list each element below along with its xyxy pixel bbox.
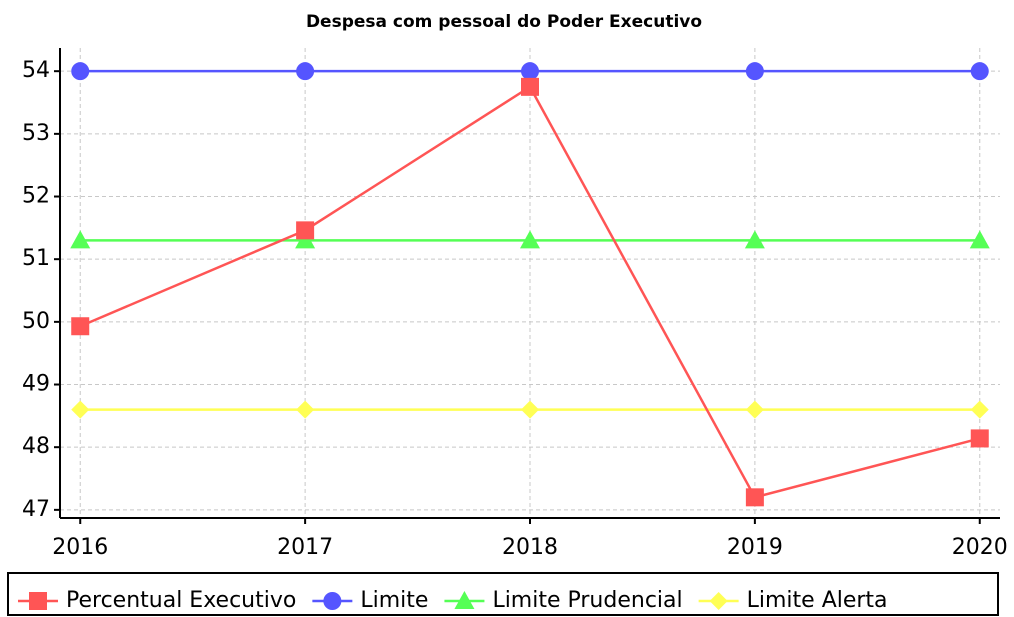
marker <box>295 230 316 249</box>
marker <box>744 230 765 249</box>
marker <box>970 429 989 448</box>
y-tick-label: 54 <box>22 58 50 83</box>
marker <box>745 488 764 507</box>
legend-label: Limite <box>360 588 428 613</box>
marker <box>520 230 540 249</box>
x-tick-label: 2017 <box>277 535 333 560</box>
marker <box>296 62 315 81</box>
y-tick-label: 47 <box>22 497 50 522</box>
y-tick-label: 48 <box>22 434 50 459</box>
marker <box>969 230 990 249</box>
marker <box>323 592 342 610</box>
marker <box>71 400 90 419</box>
legend-box <box>7 572 999 616</box>
marker <box>296 400 315 419</box>
marker <box>745 400 764 419</box>
legend-label: Limite Prudencial <box>492 588 682 613</box>
legend-label: Limite Alerta <box>747 588 888 613</box>
x-tick-label: 2016 <box>52 535 108 560</box>
marker <box>521 62 539 81</box>
marker <box>521 77 539 96</box>
marker <box>454 591 475 609</box>
marker <box>521 400 539 419</box>
y-tick-label: 50 <box>22 309 50 334</box>
marker <box>709 592 728 610</box>
marker <box>970 400 989 419</box>
legend-label: Percentual Executivo <box>66 588 296 613</box>
chart-title: Despesa com pessoal do Poder Executivo <box>306 12 702 32</box>
marker <box>745 62 764 81</box>
y-tick-label: 49 <box>22 372 50 397</box>
marker <box>296 221 315 240</box>
y-tick-label: 53 <box>22 121 50 146</box>
y-tick-label: 52 <box>22 184 50 209</box>
marker <box>71 62 90 81</box>
marker <box>70 230 91 249</box>
y-tick-label: 51 <box>22 246 50 271</box>
marker <box>29 592 47 610</box>
x-tick-label: 2019 <box>727 535 783 560</box>
marker <box>71 317 90 336</box>
marker <box>970 62 989 81</box>
x-tick-label: 2018 <box>502 535 558 560</box>
x-tick-label: 2020 <box>952 535 1008 560</box>
